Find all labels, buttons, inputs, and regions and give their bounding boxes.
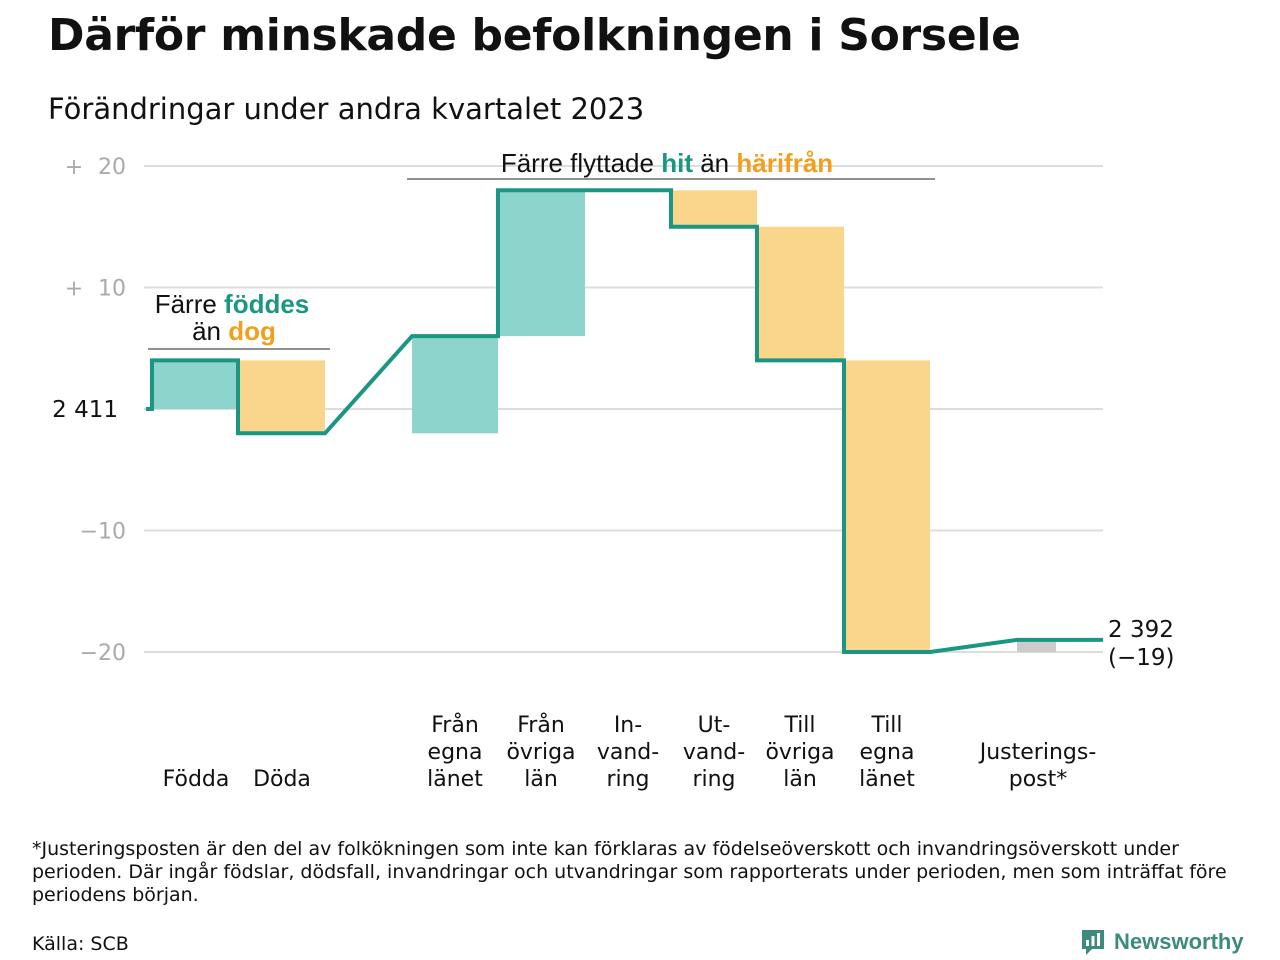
y-axis-ticks: +20 + 10 −10 −20 xyxy=(65,155,126,666)
footnote: *Justeringsposten är den del av folkökni… xyxy=(32,838,1227,906)
category-label: Ut- xyxy=(698,713,731,738)
waterfall-chart: +20+ 10−10−20 Födda DödaFrånegnalänetFrånö… xyxy=(52,148,1174,792)
annotation-word: dog xyxy=(228,316,276,346)
annotation-word: Färre xyxy=(155,289,224,319)
brand-logo: Newsworthy xyxy=(1080,928,1244,956)
brand-name: Newsworthy xyxy=(1114,929,1244,954)
category-label: egna xyxy=(428,740,483,765)
category-label: Födda xyxy=(163,767,230,792)
category-label: In- xyxy=(614,713,642,738)
bar-tillövrigalän xyxy=(757,226,844,361)
category-label: egna xyxy=(860,740,915,765)
y-tick-label: 20 xyxy=(98,155,126,180)
chart-title: Därför minskade befolkningen i Sorsele xyxy=(48,10,1021,61)
category-label: län xyxy=(783,767,817,792)
bar-döda xyxy=(238,360,325,434)
category-label: Till xyxy=(870,713,902,738)
bar-tillegnalänet xyxy=(844,360,930,652)
annotation-word: än xyxy=(693,148,736,178)
category-label: ring xyxy=(606,767,649,792)
annotation-word: hit xyxy=(661,148,693,178)
annotation-word: föddes xyxy=(224,289,309,319)
category-label: ring xyxy=(692,767,735,792)
bar-födda xyxy=(152,360,238,409)
category-label: län xyxy=(524,767,558,792)
category-label: övriga xyxy=(765,740,834,765)
source-note: Källa: SCB xyxy=(32,933,129,955)
category-label: vand- xyxy=(597,740,659,765)
category-label: länet xyxy=(859,767,915,792)
category-label: övriga xyxy=(506,740,575,765)
running-total-line xyxy=(146,188,1103,654)
category-label: länet xyxy=(427,767,483,792)
chart-subtitle: Förändringar under andra kvartalet 2023 xyxy=(48,92,645,126)
category-label: vand- xyxy=(683,740,745,765)
newsworthy-logo-icon xyxy=(1082,930,1104,955)
running-total-path xyxy=(146,188,1103,654)
annotation-word: än xyxy=(192,316,228,346)
category-label: Från xyxy=(431,712,479,738)
category-label: Justerings- xyxy=(978,740,1097,765)
bars xyxy=(152,190,1056,652)
category-label: post* xyxy=(1009,767,1068,792)
bar-frånövrigalän xyxy=(498,190,585,337)
y-tick-sign: + xyxy=(65,277,83,302)
annotation-births-line1: Färre föddes xyxy=(155,289,310,319)
end-value-label: 2 392 xyxy=(1108,617,1174,643)
category-label: Döda xyxy=(253,767,311,792)
category-label: Till xyxy=(783,713,815,738)
annotation-births-line2: än dog xyxy=(192,316,276,346)
start-value-label: 2 411 xyxy=(52,397,118,423)
x-axis-categories: Födda DödaFrånegnalänetFrånövrigalänIn-va… xyxy=(163,712,1097,792)
annotation-moves: Färre flyttade hit än härifrån xyxy=(501,148,833,178)
bar-frånegnalänet xyxy=(412,336,498,434)
y-tick-label: 10 xyxy=(98,277,126,302)
y-tick-label: −20 xyxy=(80,641,126,666)
category-label: Från xyxy=(517,712,565,738)
bar-justeringspost xyxy=(1017,639,1056,652)
annotation-word: Färre flyttade xyxy=(501,148,661,178)
value-labels: 2 411 2 392(−19) xyxy=(52,397,1174,671)
annotation-word: härifrån xyxy=(736,148,833,178)
end-change-label: (−19) xyxy=(1108,645,1174,671)
y-tick-sign: + xyxy=(65,155,83,180)
y-tick-label: −10 xyxy=(80,520,126,545)
bar-utvandring xyxy=(671,190,757,227)
